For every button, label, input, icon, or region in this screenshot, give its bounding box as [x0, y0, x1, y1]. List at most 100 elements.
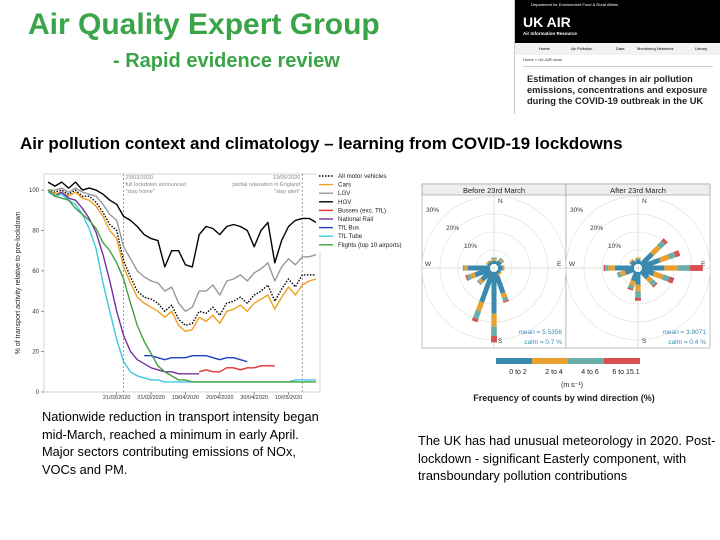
petal-segment	[667, 251, 676, 260]
series-line-5	[47, 189, 200, 375]
dir-S: S	[642, 338, 647, 345]
page-subtitle: - Rapid evidence review	[113, 50, 340, 72]
petal-segment	[499, 257, 505, 263]
dir-W: W	[425, 261, 432, 268]
petal-segment	[640, 267, 655, 277]
y-tick-label: 0	[36, 390, 40, 396]
petal-segment	[650, 245, 661, 256]
legend-label: TfL Bus	[338, 225, 359, 232]
y-tick-label: 60	[32, 269, 39, 275]
dir-N: N	[642, 198, 647, 205]
petal-segment	[628, 258, 634, 264]
petal-segment	[652, 282, 658, 288]
x-tick-label: 20/04/2020	[206, 395, 234, 400]
speed-unit: (m s⁻¹)	[561, 382, 583, 389]
petal-segment	[480, 269, 493, 282]
x-tick-label: 10/04/2020	[172, 395, 200, 400]
petal-segment	[661, 274, 670, 282]
petal-segment	[469, 272, 477, 279]
petal-segment	[476, 280, 482, 286]
annotation-text: "stay home"	[126, 189, 155, 195]
petal-segment	[500, 291, 508, 299]
speed-bin-swatch	[568, 358, 604, 364]
ukair-brand: UK AIR	[523, 14, 571, 30]
ukair-report-snippet: Department for Environment Food & Rural …	[514, 0, 720, 114]
petal-segment	[649, 279, 657, 287]
series-line-0	[47, 189, 316, 327]
legend-label: Flights (top 10 airports)	[338, 242, 402, 249]
ring-label-30: 30%	[570, 207, 583, 214]
petal-segment	[502, 299, 510, 303]
petal-segment	[495, 260, 502, 267]
petal-segment	[624, 267, 636, 276]
speed-bin-label: 4 to 6	[581, 369, 599, 376]
x-tick-label: 21/03/2020	[103, 395, 131, 400]
ring-label-20: 20%	[590, 225, 603, 232]
ukair-divider	[523, 66, 713, 67]
speed-bin-label: 0 to 2	[509, 369, 527, 376]
y-tick-label: 40	[32, 309, 39, 315]
ukair-nav-library[interactable]: Library	[695, 46, 708, 51]
section-heading: Air pollution context and climatology – …	[20, 134, 623, 153]
petal-segment	[673, 250, 681, 258]
petal-segment	[627, 284, 635, 290]
calm-label: calm = 0.7 %	[524, 339, 562, 346]
y-tick-label: 20	[32, 350, 39, 356]
ukair-nav: Home Air Pollution Data Monitoring Netwo…	[515, 43, 720, 55]
dir-E: E	[701, 261, 706, 268]
wind-rose-chart: Before 23rd March N E S W 10% 20% 30% mean = 5.5…	[421, 183, 711, 403]
ukair-report-title: Estimation of changes in air pollution e…	[527, 74, 708, 106]
panel-title: After 23rd March	[610, 186, 666, 195]
petal-segment	[485, 259, 491, 265]
calm-label: calm = 0.4 %	[668, 339, 706, 346]
y-tick-label: 80	[32, 229, 39, 235]
petal-segment	[630, 270, 639, 282]
speed-bin-swatch	[496, 358, 532, 364]
x-tick-label: 10/05/2020	[275, 395, 303, 400]
series-line-6	[144, 355, 248, 363]
x-tick-label: 31/03/2020	[137, 395, 165, 400]
ukair-brand-banner: UK AIR Air Information Resource	[515, 10, 720, 43]
ukair-nav-monitoring[interactable]: Monitoring Networks	[637, 46, 674, 51]
legend-label: LGV	[338, 190, 351, 197]
y-tick-label: 100	[29, 188, 40, 194]
petal-segment	[645, 275, 653, 283]
petal-segment	[639, 269, 650, 280]
ukair-nav-home[interactable]: Home	[539, 46, 550, 51]
page-title: Air Quality Expert Group	[28, 8, 380, 41]
petal-segment	[495, 269, 501, 275]
ukair-nav-air-pollution[interactable]: Air Pollution	[571, 46, 593, 51]
annotation-text: full lockdown announced	[126, 182, 186, 188]
petal-segment	[616, 271, 622, 279]
annotation-text: "stay alert"	[274, 189, 300, 195]
petal-segment	[474, 267, 492, 278]
left-caption: Nationwide reduction in transport intens…	[42, 408, 322, 478]
series-line-4	[199, 365, 275, 373]
petal-segment	[619, 270, 627, 277]
legend-label: Cars	[338, 182, 351, 189]
legend-label: National Rail	[338, 216, 373, 223]
legend-label: Busses (exc. TfL)	[338, 207, 386, 214]
plot-area	[43, 173, 321, 393]
ukair-breadcrumb: Home > UK-AIR news	[523, 57, 563, 62]
petal-segment	[658, 254, 670, 263]
mean-label: mean = 5.5356	[518, 329, 562, 336]
mean-label: mean = 3.9071	[662, 329, 706, 336]
dir-W: W	[569, 261, 576, 268]
petal-segment	[502, 296, 509, 302]
ukair-brand-sub: Air Information Resource	[523, 31, 578, 36]
panel-title: Before 23rd March	[463, 186, 525, 195]
speed-bin-label: 2 to 4	[545, 369, 563, 376]
wind-rose-panel-0: Before 23rd March N E S W 10% 20% 30% mean = 5.5…	[421, 183, 567, 349]
dir-S: S	[498, 338, 503, 345]
series-line-8	[47, 189, 316, 383]
transport-activity-chart: 0 20 40 60 80 100 % of transport activity rela…	[15, 170, 416, 400]
petal-segment	[656, 240, 666, 250]
petal-segment	[498, 258, 504, 264]
petal-segment	[627, 287, 634, 291]
legend-label: TfL Tube	[338, 233, 363, 240]
ukair-nav-data[interactable]: Data	[616, 46, 625, 51]
dir-N: N	[498, 198, 503, 205]
left-caption-line2: Major sectors contributing emissions of …	[42, 444, 296, 477]
speed-bin-label: 6 to 15.1	[612, 369, 639, 376]
